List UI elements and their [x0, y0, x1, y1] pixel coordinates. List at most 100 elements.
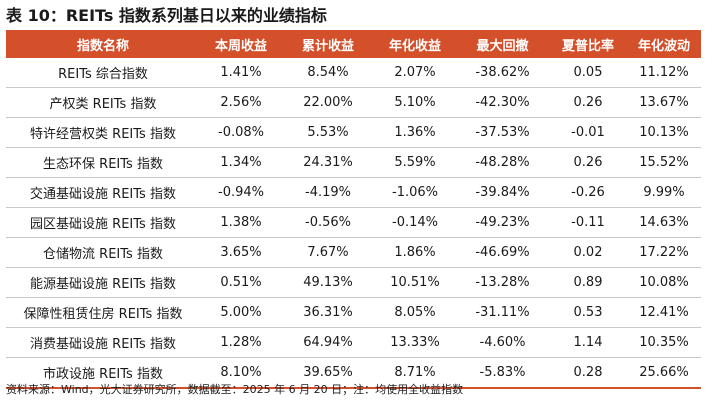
cell-annualized-volatility: 14.63%	[627, 207, 701, 238]
cell-annualized-volatility: 12.41%	[627, 297, 701, 328]
cell-index-name: 交通基础设施 REITs 指数	[6, 177, 200, 208]
cell-index-name: 能源基础设施 REITs 指数	[6, 267, 200, 298]
cell-cumulative-return: 49.13%	[282, 267, 374, 298]
cell-index-name: 产权类 REITs 指数	[6, 87, 200, 118]
header-cell-sharpe-ratio: 夏普比率	[549, 30, 627, 58]
cell-cumulative-return: 36.31%	[282, 297, 374, 328]
cell-cumulative-return: 8.54%	[282, 58, 374, 88]
table-row: 市政设施 REITs 指数 8.10% 39.65% 8.71% -5.83% 0.28 2…	[6, 357, 701, 389]
cell-weekly-return: 0.51%	[200, 267, 282, 298]
cell-annualized-return: 10.51%	[374, 267, 456, 298]
cell-max-drawdown: -31.11%	[456, 297, 549, 328]
header-cell-max-drawdown: 最大回撤	[456, 30, 549, 58]
cell-index-name: 生态环保 REITs 指数	[6, 147, 200, 178]
cell-annualized-return: -1.06%	[374, 177, 456, 208]
cell-index-name: REITs 综合指数	[6, 58, 200, 88]
cell-annualized-return: 2.07%	[374, 58, 456, 88]
cell-max-drawdown: -5.83%	[456, 357, 549, 389]
cell-annualized-return: 1.36%	[374, 117, 456, 148]
cell-sharpe-ratio: -0.11	[549, 207, 627, 238]
cell-index-name: 消费基础设施 REITs 指数	[6, 327, 200, 358]
cell-annualized-return: 8.71%	[374, 357, 456, 389]
cell-max-drawdown: -38.62%	[456, 58, 549, 88]
table-row: REITs 综合指数 1.41% 8.54% 2.07% -38.62% 0.05 11.1…	[6, 58, 701, 88]
table-row: 产权类 REITs 指数 2.56% 22.00% 5.10% -42.30% 0.26 1…	[6, 87, 701, 118]
cell-index-name: 仓储物流 REITs 指数	[6, 237, 200, 268]
cell-sharpe-ratio: 0.28	[549, 357, 627, 389]
header-row: 指数名称 本周收益 累计收益 年化收益 最大回撤 夏普比率 年化波动	[6, 30, 701, 58]
table-body: REITs 综合指数 1.41% 8.54% 2.07% -38.62% 0.05 11.1…	[6, 58, 701, 389]
cell-max-drawdown: -49.23%	[456, 207, 549, 238]
cell-annualized-return: 1.86%	[374, 237, 456, 268]
table-title: 表 10：REITs 指数系列基日以来的业绩指标	[6, 6, 327, 25]
cell-weekly-return: 1.38%	[200, 207, 282, 238]
cell-sharpe-ratio: 1.14	[549, 327, 627, 358]
cell-sharpe-ratio: 0.02	[549, 237, 627, 268]
cell-max-drawdown: -13.28%	[456, 267, 549, 298]
cell-index-name: 市政设施 REITs 指数	[6, 357, 200, 389]
cell-weekly-return: -0.94%	[200, 177, 282, 208]
table-row: 消费基础设施 REITs 指数 1.28% 64.94% 13.33% -4.60% 1.…	[6, 327, 701, 358]
cell-annualized-volatility: 9.99%	[627, 177, 701, 208]
table-row: 特许经营权类 REITs 指数 -0.08% 5.53% 1.36% -37.53% -0…	[6, 117, 701, 148]
table-row: 生态环保 REITs 指数 1.34% 24.31% 5.59% -48.28% 0.26…	[6, 147, 701, 178]
reits-performance-table: 指数名称 本周收益 累计收益 年化收益 最大回撤 夏普比率 年化波动 REITs…	[6, 30, 701, 389]
cell-annualized-return: -0.14%	[374, 207, 456, 238]
cell-annualized-return: 13.33%	[374, 327, 456, 358]
table-row: 能源基础设施 REITs 指数 0.51% 49.13% 10.51% -13.28% 0…	[6, 267, 701, 298]
table-row: 保障性租赁住房 REITs 指数 5.00% 36.31% 8.05% -31.11% 0…	[6, 297, 701, 328]
cell-max-drawdown: -48.28%	[456, 147, 549, 178]
cell-weekly-return: 1.41%	[200, 58, 282, 88]
cell-cumulative-return: 5.53%	[282, 117, 374, 148]
cell-weekly-return: 5.00%	[200, 297, 282, 328]
cell-cumulative-return: 7.67%	[282, 237, 374, 268]
cell-cumulative-return: 24.31%	[282, 147, 374, 178]
cell-annualized-volatility: 13.67%	[627, 87, 701, 118]
cell-cumulative-return: -0.56%	[282, 207, 374, 238]
cell-weekly-return: 8.10%	[200, 357, 282, 389]
cell-annualized-return: 5.59%	[374, 147, 456, 178]
table-row: 仓储物流 REITs 指数 3.65% 7.67% 1.86% -46.69% 0.02 1…	[6, 237, 701, 268]
cell-weekly-return: 2.56%	[200, 87, 282, 118]
cell-max-drawdown: -46.69%	[456, 237, 549, 268]
cell-annualized-return: 8.05%	[374, 297, 456, 328]
cell-max-drawdown: -39.84%	[456, 177, 549, 208]
cell-index-name: 园区基础设施 REITs 指数	[6, 207, 200, 238]
cell-sharpe-ratio: 0.26	[549, 147, 627, 178]
cell-index-name: 特许经营权类 REITs 指数	[6, 117, 200, 148]
cell-weekly-return: 1.28%	[200, 327, 282, 358]
cell-max-drawdown: -37.53%	[456, 117, 549, 148]
header-cell-cumulative-return: 累计收益	[282, 30, 374, 58]
cell-weekly-return: 1.34%	[200, 147, 282, 178]
cell-cumulative-return: 39.65%	[282, 357, 374, 389]
header-cell-annualized-return: 年化收益	[374, 30, 456, 58]
cell-cumulative-return: 64.94%	[282, 327, 374, 358]
cell-sharpe-ratio: 0.53	[549, 297, 627, 328]
cell-annualized-volatility: 11.12%	[627, 58, 701, 88]
cell-index-name: 保障性租赁住房 REITs 指数	[6, 297, 200, 328]
cell-annualized-volatility: 10.35%	[627, 327, 701, 358]
cell-weekly-return: 3.65%	[200, 237, 282, 268]
cell-cumulative-return: 22.00%	[282, 87, 374, 118]
cell-weekly-return: -0.08%	[200, 117, 282, 148]
cell-annualized-volatility: 10.08%	[627, 267, 701, 298]
cell-sharpe-ratio: 0.26	[549, 87, 627, 118]
cell-sharpe-ratio: 0.05	[549, 58, 627, 88]
header-cell-weekly-return: 本周收益	[200, 30, 282, 58]
cell-annualized-volatility: 25.66%	[627, 357, 701, 389]
cell-sharpe-ratio: -0.01	[549, 117, 627, 148]
table-header: 指数名称 本周收益 累计收益 年化收益 最大回撤 夏普比率 年化波动	[6, 30, 701, 58]
cell-max-drawdown: -4.60%	[456, 327, 549, 358]
cell-sharpe-ratio: -0.26	[549, 177, 627, 208]
cell-max-drawdown: -42.30%	[456, 87, 549, 118]
cell-annualized-volatility: 17.22%	[627, 237, 701, 268]
header-cell-annualized-volatility: 年化波动	[627, 30, 701, 58]
header-cell-index-name: 指数名称	[6, 30, 200, 58]
source-footnote: 资料来源：Wind，光大证券研究所，数据截至：2025 年 6 月 20 日；注…	[6, 383, 464, 396]
table-row: 园区基础设施 REITs 指数 1.38% -0.56% -0.14% -49.23% -…	[6, 207, 701, 238]
table-row: 交通基础设施 REITs 指数 -0.94% -4.19% -1.06% -39.84%…	[6, 177, 701, 208]
cell-sharpe-ratio: 0.89	[549, 267, 627, 298]
cell-annualized-return: 5.10%	[374, 87, 456, 118]
cell-annualized-volatility: 10.13%	[627, 117, 701, 148]
